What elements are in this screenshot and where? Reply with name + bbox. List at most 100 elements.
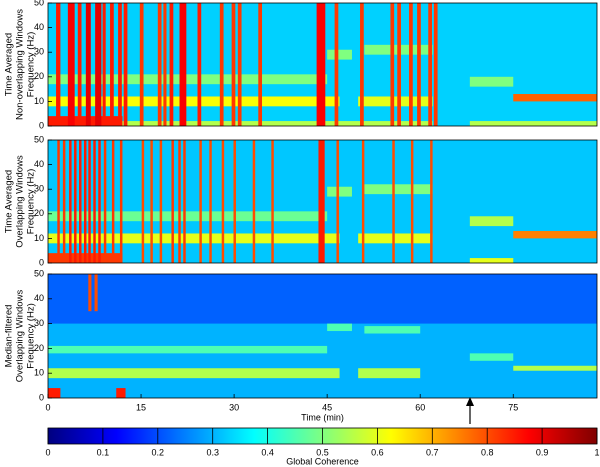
heatmap-cell — [139, 3, 144, 126]
heatmap-cell — [327, 186, 352, 197]
y-axis-label: Frequency (Hz) — [26, 32, 37, 97]
plot-frame — [47, 2, 598, 127]
y-tick-label: 40 — [34, 22, 44, 32]
y-tick-label: 0 — [39, 257, 44, 267]
y-axis-label: Overlapping Windows — [15, 290, 26, 383]
heatmap-cell — [48, 368, 340, 379]
heatmap-cell — [233, 140, 236, 263]
heatmap-cell — [513, 365, 597, 371]
heatmap-cell — [48, 274, 597, 324]
heatmap-cell — [85, 3, 91, 126]
heatmap-cell — [364, 184, 433, 195]
heatmap-cell — [163, 3, 167, 126]
y-axis-label: Frequency (Hz) — [26, 303, 37, 368]
heatmap-cell — [62, 140, 66, 263]
heatmap-cell — [327, 49, 352, 60]
y-axis-label: Overlapping Windows — [15, 155, 26, 248]
heatmap-cell — [469, 76, 514, 87]
y-tick-label: 50 — [34, 0, 44, 7]
colorbar-tick-label: 0.9 — [536, 447, 549, 457]
heatmap-cell — [358, 368, 421, 379]
heatmap-cell — [316, 3, 326, 126]
heatmap-cell — [123, 3, 128, 126]
heatmap — [48, 140, 597, 263]
heatmap-cell — [94, 274, 98, 312]
heatmap-cell — [513, 231, 597, 239]
plot-frame — [47, 139, 598, 264]
heatmap-cell — [390, 3, 395, 126]
colorbar-tick-label: 0.8 — [481, 447, 494, 457]
heatmap-cell — [171, 140, 174, 263]
plot-frame — [47, 273, 598, 399]
y-tick-label: 0 — [39, 392, 44, 402]
heatmap-cell — [271, 140, 274, 263]
colorbar-tick-label: 0.5 — [316, 447, 329, 457]
y-tick-label: 30 — [34, 318, 44, 328]
heatmap-cell — [364, 326, 421, 334]
y-tick-label: 10 — [34, 368, 44, 378]
heatmap-cell — [110, 3, 114, 126]
heatmap-cell — [252, 140, 256, 263]
heatmap-cell — [397, 3, 401, 126]
y-axis-label: Time Averaged — [4, 170, 15, 233]
heatmap-cell — [469, 353, 514, 361]
colorbar-tick-label: 0.2 — [152, 447, 165, 457]
heatmap-cell — [74, 140, 77, 263]
heatmap-cell — [410, 140, 414, 263]
y-tick-label: 50 — [34, 268, 44, 278]
heatmap-cell — [48, 96, 340, 107]
colorbar-tick-label: 1 — [594, 447, 599, 457]
heatmap-cell — [409, 3, 413, 126]
colorbar-tick-label: 0 — [45, 447, 50, 457]
heatmap-cell — [83, 140, 87, 263]
x-tick-label: 15 — [136, 402, 146, 412]
heatmap-cell — [150, 140, 153, 263]
heatmap-cell — [469, 216, 514, 227]
heatmap-cell — [258, 3, 263, 126]
heatmap-cell — [360, 3, 364, 126]
heatmap — [48, 274, 597, 398]
colorbar-tick-label: 0.3 — [206, 447, 219, 457]
heatmap-cell — [88, 140, 91, 263]
y-tick-label: 30 — [34, 47, 44, 57]
heatmap-cell — [48, 116, 123, 126]
heatmap-cell — [428, 3, 432, 126]
colorbar-tick-label: 0.6 — [371, 447, 384, 457]
heatmap-cell — [178, 140, 181, 263]
heatmap-cell — [88, 274, 92, 312]
heatmap-cell — [118, 3, 122, 126]
heatmap-cell — [513, 94, 597, 102]
heatmap-cell — [430, 140, 433, 263]
y-tick-label: 50 — [34, 134, 44, 144]
y-tick-label: 0 — [39, 120, 44, 130]
annotation-arrow — [466, 397, 474, 424]
heatmap-cell — [361, 140, 365, 263]
y-tick-label: 40 — [34, 159, 44, 169]
colorbar-label: Global Coherence — [286, 456, 359, 466]
y-axis-label: Non-overlapping Windows — [15, 9, 26, 120]
colorbar-tick-label: 0.4 — [261, 447, 274, 457]
heatmap-cell — [48, 388, 61, 398]
heatmap-cell — [102, 3, 106, 126]
y-axis-label: Median-filtered — [4, 305, 15, 368]
heatmap-cell — [111, 140, 115, 263]
heatmap-cell — [95, 3, 102, 126]
heatmap-cell — [103, 140, 107, 263]
y-tick-label: 20 — [34, 343, 44, 353]
heatmap-cell — [209, 140, 212, 263]
y-axis-label: Time Averaged — [4, 33, 15, 96]
x-tick-label: 75 — [508, 402, 518, 412]
y-axis-label: Frequency (Hz) — [26, 169, 37, 234]
y-tick-label: 10 — [34, 96, 44, 106]
heatmap-cell — [116, 388, 126, 398]
heatmap-cell — [237, 3, 242, 126]
x-tick-label: 30 — [229, 402, 239, 412]
heatmap-cell — [119, 140, 123, 263]
heatmap-cell — [358, 96, 433, 107]
heatmap-cell — [48, 233, 340, 244]
heatmap-cell — [179, 3, 187, 126]
heatmap-cell — [433, 3, 438, 126]
y-tick-label: 20 — [34, 71, 44, 81]
heatmap-cell — [327, 323, 352, 332]
